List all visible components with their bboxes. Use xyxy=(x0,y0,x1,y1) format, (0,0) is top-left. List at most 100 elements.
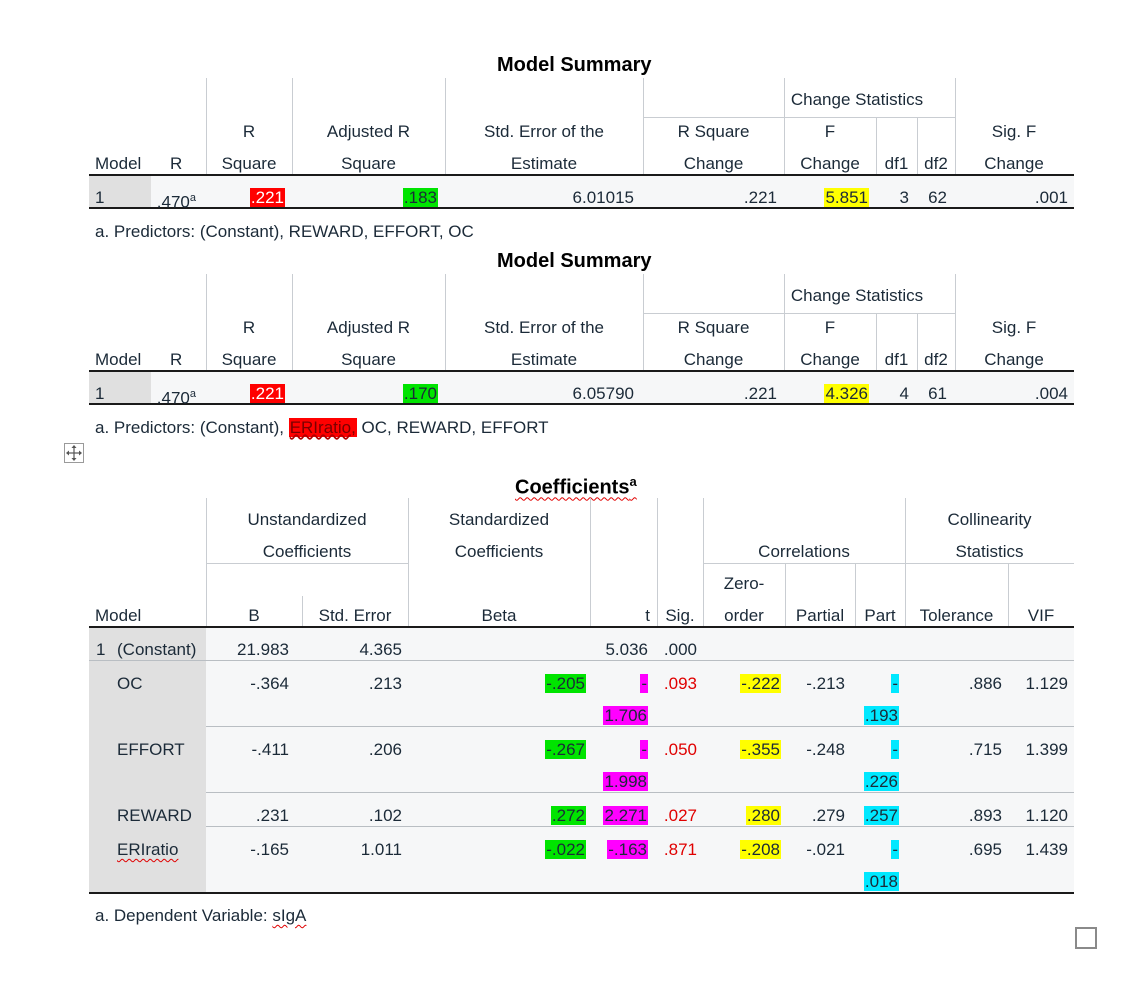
coef-se: .213 xyxy=(368,674,402,693)
s2-r-square-header-1: R xyxy=(242,318,256,337)
s2-sig-header-2: Change xyxy=(984,350,1044,369)
checkbox-icon[interactable] xyxy=(1075,927,1097,949)
coef-beta: -.022 xyxy=(545,840,586,859)
s2-r: .470a xyxy=(156,388,196,408)
s1-adj-header-1: Adjusted R xyxy=(326,122,411,141)
coef-t: 2.271 xyxy=(603,806,648,825)
coef-t: 5.036 xyxy=(605,640,648,659)
coef-b: -.411 xyxy=(251,740,290,759)
coef-t-cont: 1.998 xyxy=(603,772,648,791)
coef-unstd-header-2: Coefficients xyxy=(262,542,352,561)
s1-df1-header: df1 xyxy=(884,154,909,173)
coef-beta: .272 xyxy=(550,806,586,825)
s1-rsc-header-1: R Square xyxy=(677,122,750,141)
coef-correlations-header: Correlations xyxy=(758,542,850,561)
coef-zero-order: .280 xyxy=(745,806,781,825)
s1-rsc-header-2: Change xyxy=(683,154,744,173)
s1-df1: 3 xyxy=(899,188,909,207)
coef-sig: .000 xyxy=(663,640,697,659)
coef-t: - xyxy=(640,674,648,693)
s1-r-square-header-1: R xyxy=(242,122,256,141)
coef-t-cont: 1.706 xyxy=(603,706,648,725)
coefficients-title: Coefficientsa xyxy=(515,474,637,499)
s2-r-square: .221 xyxy=(249,384,285,403)
s2-adj-header-2: Square xyxy=(341,350,396,369)
s1-change-statistics-header: Change Statistics xyxy=(790,90,924,109)
coef-vif: 1.439 xyxy=(1025,840,1068,859)
s2-adj-r-square: .170 xyxy=(402,384,438,403)
s2-r-square-change: .221 xyxy=(743,384,777,403)
s1-r-square-header-2: Square xyxy=(221,154,277,173)
s2-rsc-header-1: R Square xyxy=(677,318,750,337)
coef-zero-order: -.208 xyxy=(740,840,781,859)
coef-b: -.165 xyxy=(250,840,289,859)
coef-tolerance: .715 xyxy=(968,740,1002,759)
coef-vif: 1.399 xyxy=(1025,740,1068,759)
s1-footnote: a. Predictors: (Constant), REWARD, EFFOR… xyxy=(95,222,474,241)
coef-zero-order-header-1: Zero- xyxy=(723,574,765,593)
s2-rsc-header-2: Change xyxy=(683,350,744,369)
coef-part-cont: .193 xyxy=(863,706,899,725)
s1-sig-header-1: Sig. F xyxy=(991,122,1037,141)
s1-df2-header: df2 xyxy=(924,154,948,173)
coef-row-num: 1 xyxy=(96,640,106,659)
s2-footnote-highlight: ERIratio, xyxy=(288,418,357,437)
s1-df2: 62 xyxy=(928,188,947,207)
coef-b: 21.983 xyxy=(237,640,289,659)
coef-row-name: ERIratio xyxy=(117,840,179,859)
coef-part-cont: .226 xyxy=(863,772,899,791)
coef-part: - xyxy=(891,840,899,859)
s1-r: .470a xyxy=(156,192,196,212)
coef-beta: -.205 xyxy=(545,674,586,693)
s1-se-header-1: Std. Error of the xyxy=(484,122,604,141)
coef-vif-header: VIF xyxy=(1027,606,1055,625)
s2-df1-header: df1 xyxy=(884,350,909,369)
s1-sig-f-change: .001 xyxy=(1034,188,1068,207)
coef-row-name: EFFORT xyxy=(117,740,185,759)
s2-sig-f-change: .004 xyxy=(1034,384,1068,403)
s1-r-square-change: .221 xyxy=(743,188,777,207)
coef-partial: .279 xyxy=(811,806,845,825)
s2-model: 1 xyxy=(95,384,105,403)
coef-footnote-var: sIgA xyxy=(272,906,307,925)
coef-unstd-header-1: Unstandardized xyxy=(247,510,367,529)
coef-partial: -.248 xyxy=(806,740,845,759)
coef-row-name: (Constant) xyxy=(117,640,197,659)
coef-sig: .027 xyxy=(663,806,697,825)
coef-b: -.364 xyxy=(250,674,289,693)
coef-collinearity-header-2: Statistics xyxy=(955,542,1024,561)
s2-adj-header-1: Adjusted R xyxy=(326,318,411,337)
s2-sig-header-1: Sig. F xyxy=(991,318,1037,337)
s1-r-square: .221 xyxy=(249,188,285,207)
s2-r-header: R xyxy=(170,350,183,369)
coef-partial-header: Partial xyxy=(795,606,845,625)
coef-t: - xyxy=(640,740,648,759)
s2-change-statistics-header: Change Statistics xyxy=(790,286,924,305)
coef-partial: -.021 xyxy=(806,840,845,859)
coef-row-name: OC xyxy=(117,674,143,693)
s1-se-header-2: Estimate xyxy=(510,154,578,173)
coef-se: .206 xyxy=(368,740,402,759)
s2-r-square-header-2: Square xyxy=(221,350,277,369)
s1-sig-header-2: Change xyxy=(984,154,1044,173)
s2-se-header-2: Estimate xyxy=(510,350,578,369)
coef-part-header: Part xyxy=(864,606,896,625)
coef-zero-order: -.355 xyxy=(740,740,781,759)
coef-zero-order-header-2: order xyxy=(724,606,764,625)
coef-part: - xyxy=(891,740,899,759)
coef-sig-header: Sig. xyxy=(665,606,695,625)
coef-se: .102 xyxy=(368,806,402,825)
coef-std-header-1: Standardized xyxy=(448,510,550,529)
model-summary-2-title: Model Summary xyxy=(497,250,652,272)
coef-model-header: Model xyxy=(95,606,142,625)
coef-part-cont: .018 xyxy=(863,872,899,891)
s1-model-header: Model xyxy=(95,154,142,173)
s2-fc-header-1: F xyxy=(824,318,836,337)
s2-df2: 61 xyxy=(928,384,947,403)
coef-sig: .050 xyxy=(663,740,697,759)
coef-beta: -.267 xyxy=(545,740,586,759)
coef-tolerance: .893 xyxy=(968,806,1002,825)
move-icon[interactable] xyxy=(64,443,84,463)
coef-row-name: REWARD xyxy=(117,806,192,825)
coef-part: .257 xyxy=(863,806,899,825)
